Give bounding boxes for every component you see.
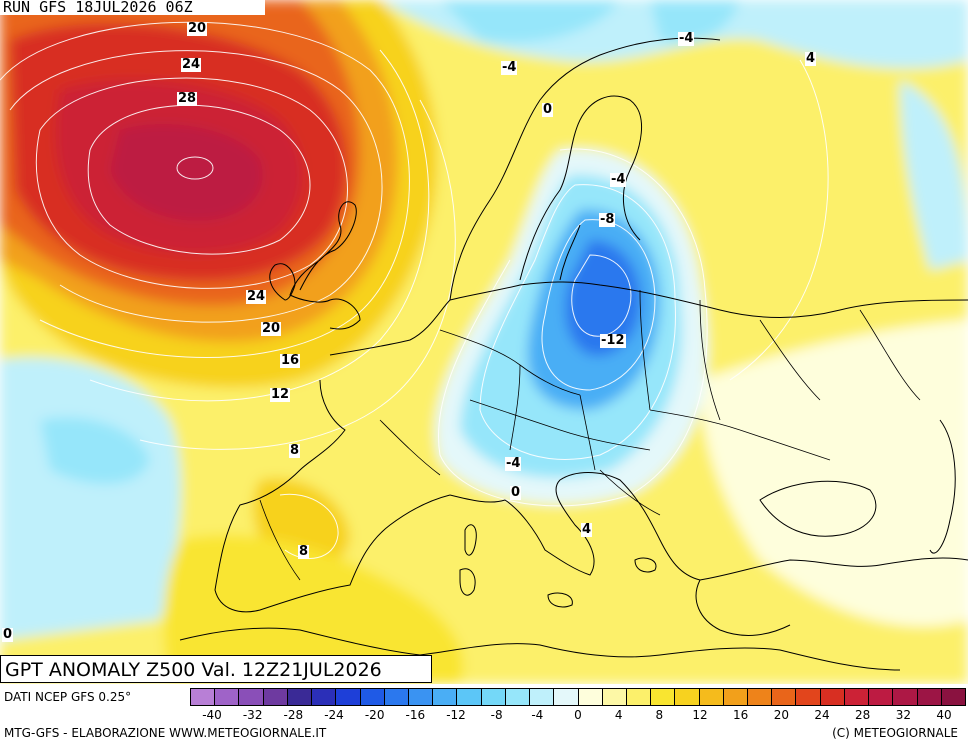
color-scale-swatch	[287, 689, 313, 705]
color-scale-swatch	[433, 689, 458, 705]
color-scale-swatch	[917, 689, 942, 705]
color-scale-swatch	[481, 689, 506, 705]
contour-label: -12	[600, 333, 626, 348]
color-scale-tick-label: 4	[614, 708, 623, 722]
color-scale-swatch	[312, 689, 337, 705]
color-scale-swatch	[941, 689, 965, 705]
contour-label: 28	[177, 91, 198, 106]
color-scale-tick-label: -28	[283, 708, 304, 722]
color-scale-swatch	[869, 689, 894, 705]
color-scale-tick-label: 8	[655, 708, 664, 722]
color-scale-tick-label: 20	[773, 708, 789, 722]
contour-label: 4	[581, 522, 593, 537]
contour-label: -4	[505, 456, 522, 471]
contour-label: -4	[678, 31, 695, 46]
copyright-label: (C) METEOGIORNALE	[832, 726, 958, 740]
map-title: GPT ANOMALY Z500 Val. 12Z21JUL2026	[0, 655, 432, 683]
color-scale-swatch	[457, 689, 482, 705]
color-scale-tick-label: -20	[364, 708, 385, 722]
color-scale-swatch	[239, 689, 264, 705]
color-scale-tick-label: -24	[324, 708, 344, 722]
color-scale-swatch	[699, 689, 724, 705]
color-scale-swatch	[505, 689, 531, 705]
contour-label: 20	[261, 321, 282, 336]
contour-label: -4	[501, 60, 518, 75]
color-scale-swatch	[360, 689, 385, 705]
contour-label: 0	[510, 485, 522, 500]
color-scale-swatch	[215, 689, 240, 705]
contour-label: 0	[2, 627, 14, 642]
color-scale-tick-label: 32	[895, 708, 911, 722]
color-scale-swatch	[408, 689, 434, 705]
color-scale-swatch	[844, 689, 870, 705]
color-scale-tick-label: -8	[490, 708, 503, 722]
color-scale-swatch	[893, 689, 918, 705]
color-scale-swatch	[384, 689, 409, 705]
color-scale-tick-label: -40	[202, 708, 222, 722]
footer: DATI NCEP GFS 0.25° -40 -32 -28 -24 -20 -16 -1…	[0, 684, 968, 745]
contour-label: 24	[181, 57, 202, 72]
contour-label: 16	[280, 353, 301, 368]
color-scale-tick-label: 12	[692, 708, 708, 722]
contour-label: 0	[542, 102, 554, 117]
color-scale-swatch	[796, 689, 821, 705]
color-scale-ticks: -40 -32 -28 -24 -20 -16 -12 -8 -4 0 4 8 12 16 20 24 28 32…	[190, 708, 966, 724]
contour-lines	[0, 21, 829, 559]
contour-label: 24	[246, 289, 267, 304]
color-scale-tick-label: 28	[855, 708, 871, 722]
color-scale-swatch	[336, 689, 361, 705]
contour-label: 4	[805, 51, 817, 66]
color-scale-swatch	[263, 689, 288, 705]
color-scale-swatch	[723, 689, 749, 705]
color-scale-bar	[190, 688, 966, 706]
color-scale-swatch	[772, 689, 797, 705]
color-scale-swatch	[602, 689, 627, 705]
contour-label: -4	[610, 172, 627, 187]
color-scale-tick-label: -32	[242, 708, 263, 722]
color-scale-tick-label: -16	[405, 708, 426, 722]
color-scale-tick-label: 16	[733, 708, 749, 722]
contour-label: 8	[289, 443, 301, 458]
color-scale-tick-label: -12	[446, 708, 466, 722]
color-scale-swatch	[191, 689, 216, 705]
color-scale-swatch	[675, 689, 700, 705]
anomaly-map	[0, 0, 968, 684]
run-label: RUN GFS 18JUL2026 06Z	[0, 0, 265, 15]
color-scale-swatch	[554, 689, 579, 705]
contour-label: 20	[187, 21, 208, 36]
color-scale-tick-label: 0	[574, 708, 582, 722]
contour-label: -8	[599, 212, 616, 227]
color-scale-tick-label: -4	[531, 708, 544, 722]
contour-label: 8	[298, 544, 310, 559]
color-scale-swatch	[651, 689, 676, 705]
color-scale-swatch	[820, 689, 845, 705]
color-scale-swatch	[530, 689, 555, 705]
color-scale-swatch	[578, 689, 603, 705]
coastlines	[179, 37, 968, 671]
color-scale-swatch	[626, 689, 652, 705]
color-scale-swatch	[748, 689, 773, 705]
color-scale-tick-label: 40	[936, 708, 952, 722]
color-scale-tick-label: 24	[814, 708, 830, 722]
data-source-label: DATI NCEP GFS 0.25°	[4, 690, 132, 704]
credits-label: MTG-GFS - ELABORAZIONE WWW.METEOGIORNALE…	[4, 726, 327, 740]
contour-label: 12	[270, 387, 291, 402]
anomaly-field	[0, 0, 968, 684]
